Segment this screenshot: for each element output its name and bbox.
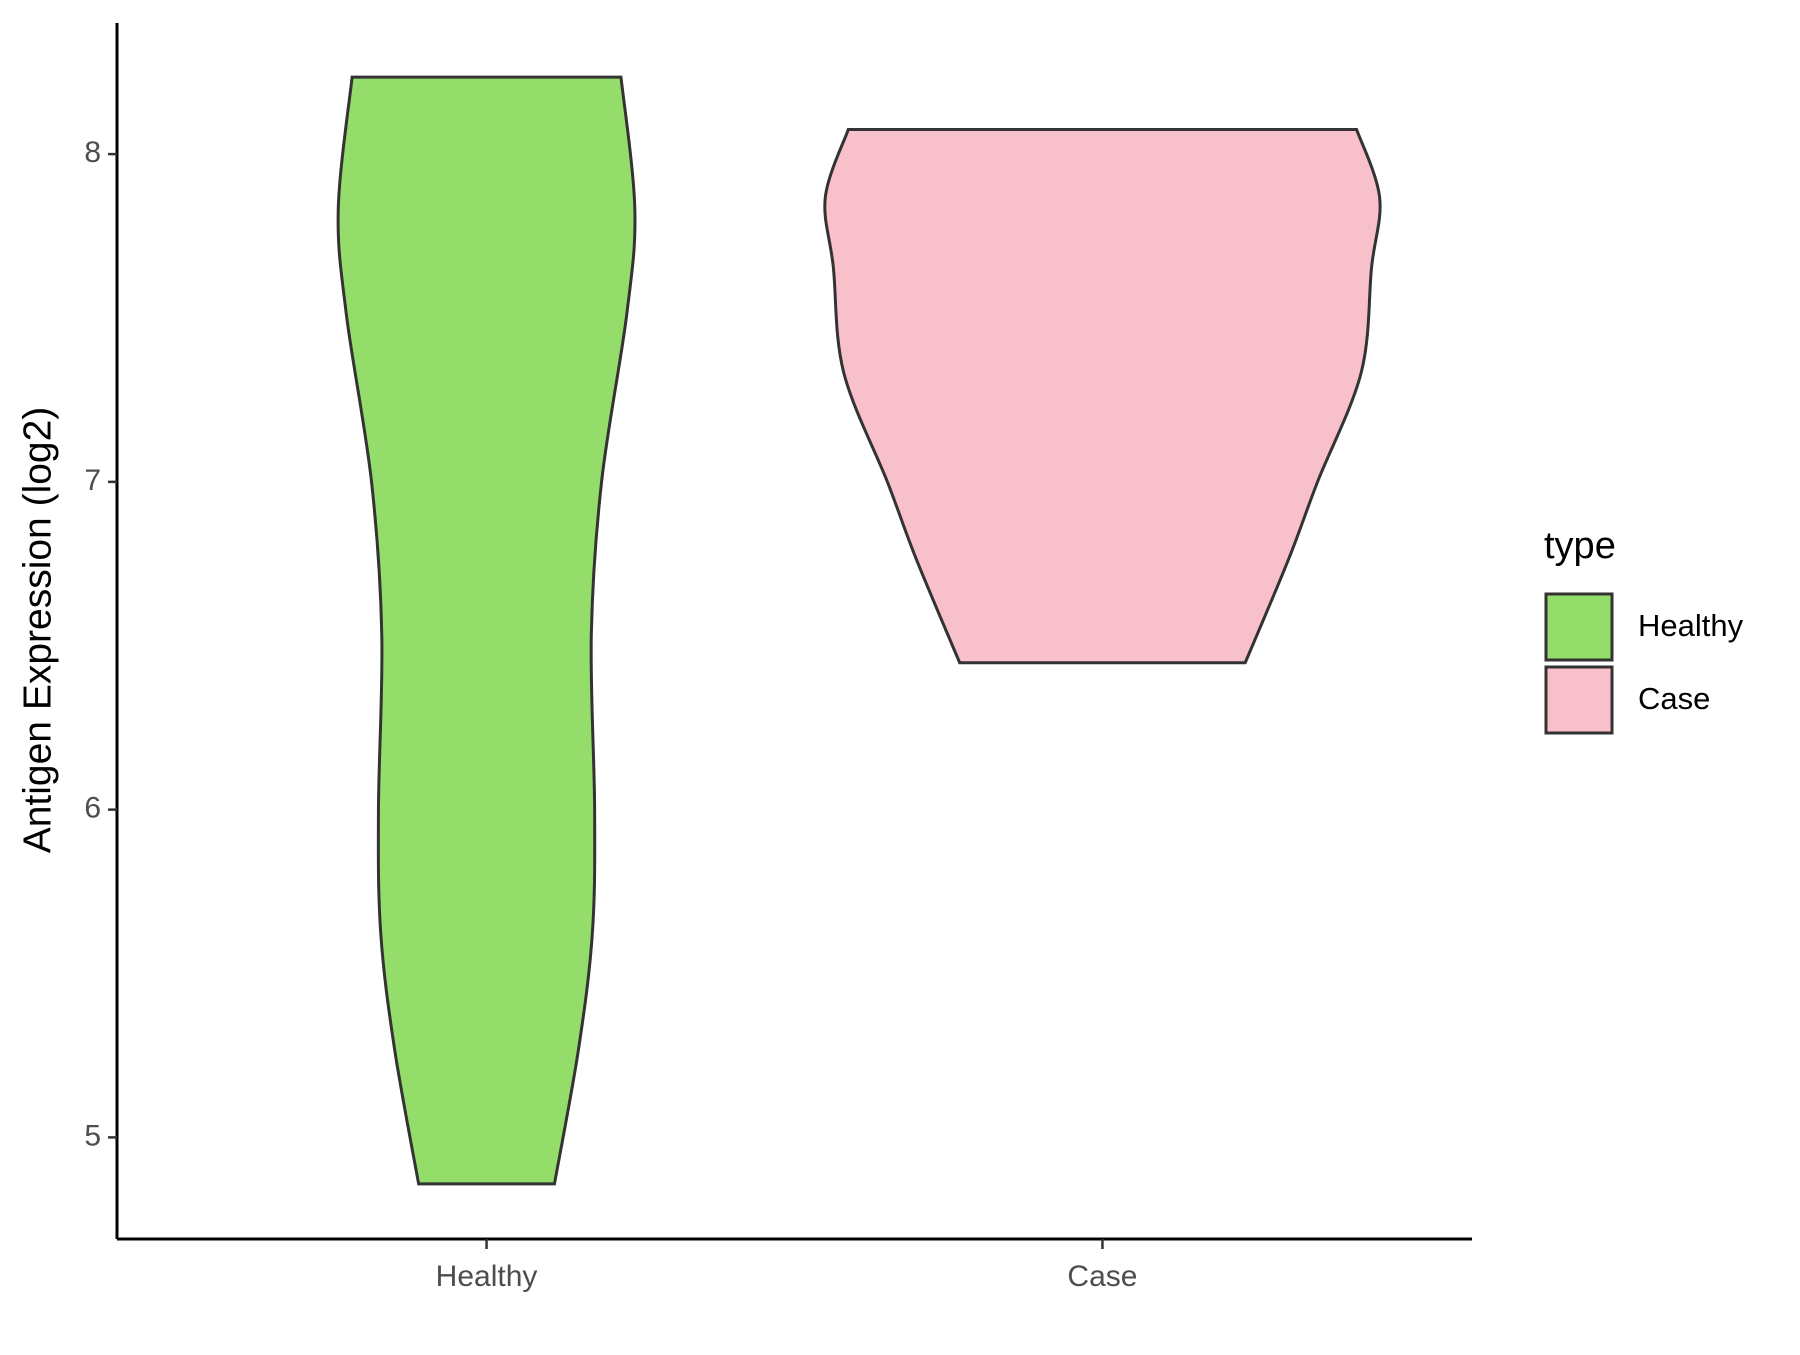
y-tick-label: 6 — [84, 792, 101, 825]
y-tick-label: 7 — [84, 464, 101, 497]
legend-title: type — [1544, 525, 1616, 567]
y-axis-title: Antigen Expression (log2) — [16, 407, 59, 854]
y-tick-label: 5 — [84, 1119, 101, 1152]
legend-label: Case — [1638, 681, 1710, 716]
violin — [336, 75, 637, 1186]
legend-label: Healthy — [1638, 608, 1744, 643]
y-tick-label: 8 — [84, 136, 101, 169]
violin — [823, 128, 1382, 665]
x-tick-label: Healthy — [436, 1260, 538, 1293]
x-tick-label: Case — [1067, 1260, 1137, 1293]
legend-key — [1544, 665, 1614, 735]
legend-key — [1544, 592, 1614, 662]
